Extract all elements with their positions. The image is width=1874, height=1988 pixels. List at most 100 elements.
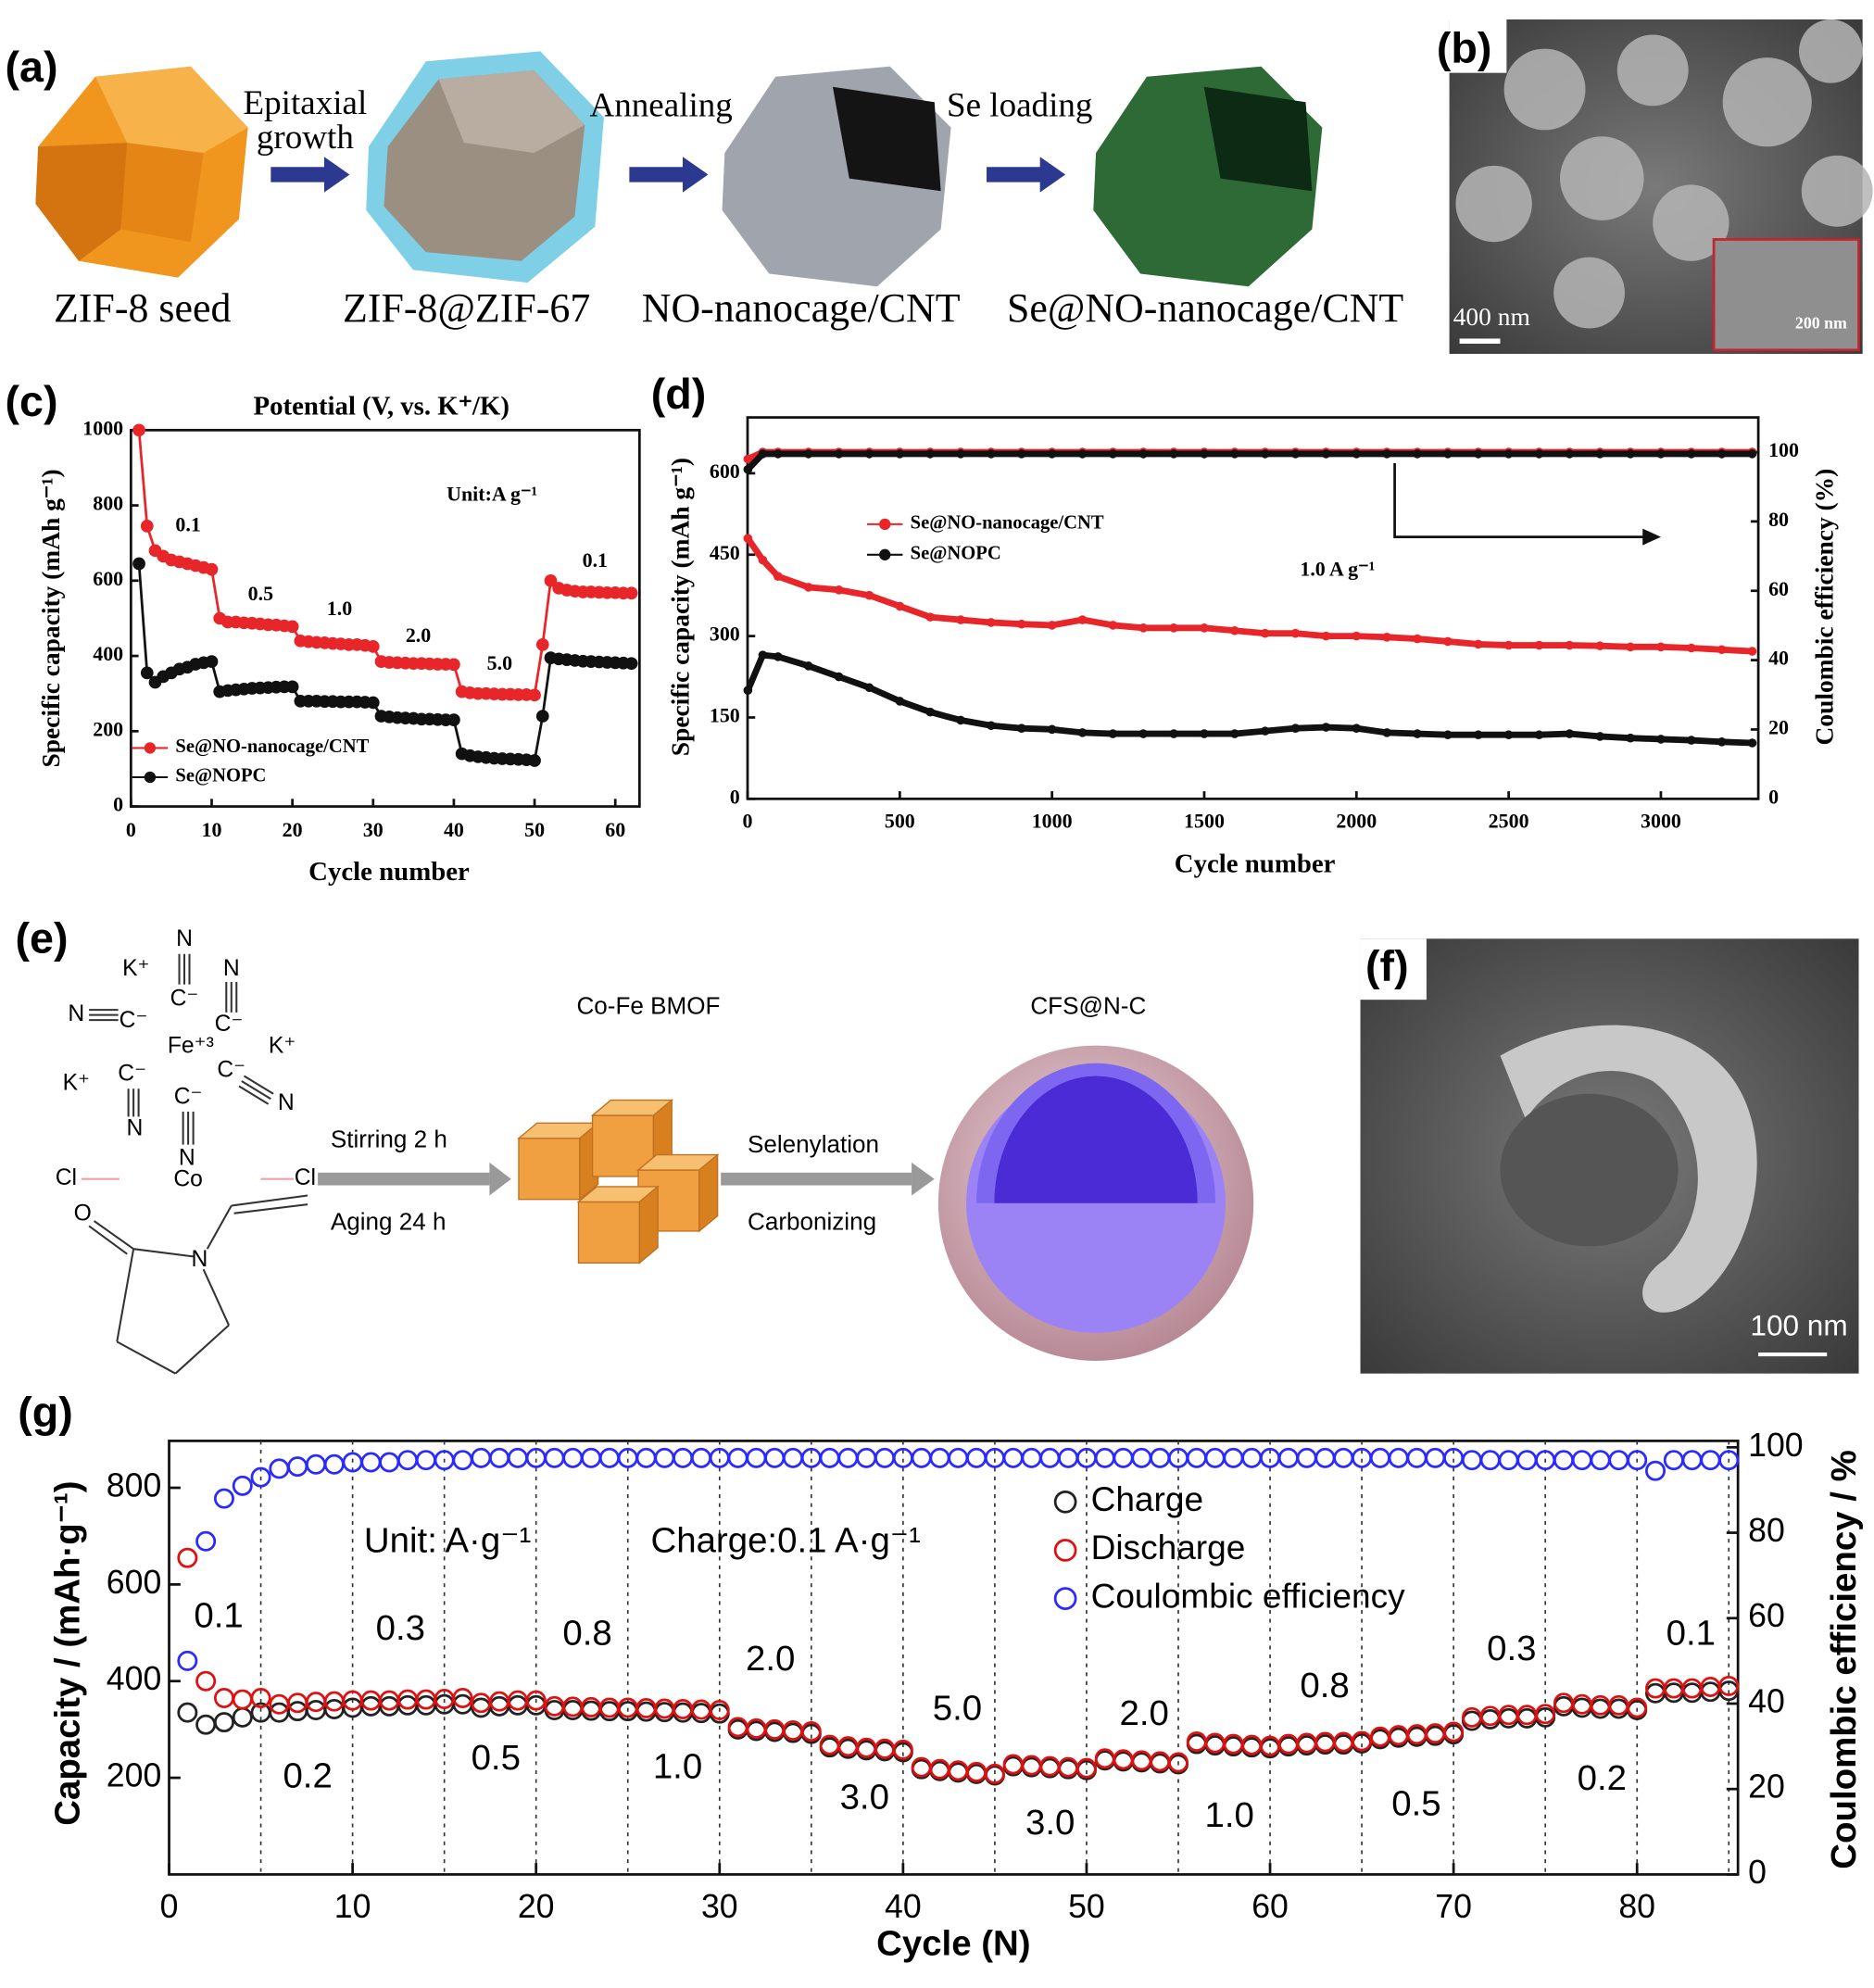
data-point [213,1712,234,1733]
atom-label: O [74,1202,92,1227]
x-axis-label: Cycle (N) [876,1923,1030,1963]
panel-e: (e) Stirring 2 h Aging 24 h Selenylation… [15,913,1254,1375]
data-point [1473,639,1483,649]
data-point [1186,1447,1207,1468]
y2-tick-label: 20 [1748,1768,1785,1806]
annotation: 1.0 [653,1747,702,1787]
data-point [892,1739,913,1760]
product-label: Co-Fe BMOF [576,991,720,1019]
atom-label: Cl [56,1165,77,1190]
data-point [1047,449,1057,459]
data-point [1565,729,1575,738]
data-point [1534,640,1544,650]
plot-frame [746,416,1760,800]
y2-tick-label: 20 [1768,715,1789,738]
annotation: 0.1 [194,1595,243,1635]
atom-label: Fe⁺³ [168,1033,214,1058]
y-tick-label: 600 [107,1564,162,1601]
x-tick-label: 0 [743,809,753,832]
x-tick-label: 1000 [1032,809,1073,832]
data-point [528,688,541,702]
data-point [1553,1450,1574,1471]
transition-label: Annealing [590,87,733,125]
data-point [1461,1450,1482,1471]
data-point [562,1447,584,1468]
data-point [1352,723,1362,733]
data-point [232,1706,253,1728]
data-point [1352,449,1362,459]
y2-tick-label: 0 [1748,1854,1767,1891]
data-point [1138,623,1149,633]
atom-label: K⁺ [122,956,150,981]
data-point [132,557,145,571]
y2-tick-label: 40 [1748,1682,1785,1719]
data-point [507,1447,528,1468]
atom-label: C⁻ [215,1012,244,1037]
x-tick-label: 40 [885,1888,922,1925]
data-point [177,1547,198,1568]
data-point [1595,732,1605,741]
atom-label: K⁺ [63,1070,91,1095]
data-point [758,555,768,565]
data-point [1039,1447,1061,1468]
data-point [366,696,380,710]
atom-label: N [278,1090,295,1115]
data-point [837,1447,859,1468]
data-point [1516,1450,1538,1471]
data-point [948,1447,969,1468]
cube [698,1153,719,1233]
data-point [1413,729,1422,738]
data-point [834,449,844,459]
x-tick-label: 2000 [1336,809,1377,832]
data-point [1169,449,1178,459]
data-point [1260,628,1270,638]
arrows [270,157,1066,193]
step-label: Stirring 2 h [331,1125,447,1152]
annotation: 5.0 [487,651,512,674]
panel-label: (d) [651,370,707,418]
panel-f: (f) 100 nm [1360,938,1859,1374]
data-point [1388,1447,1409,1468]
data-point [525,1690,547,1711]
data-point [624,657,638,671]
annotation: 0.1 [175,513,200,536]
data-point [397,1450,419,1471]
y2-tick-label: 80 [1748,1512,1785,1549]
data-point [673,1447,694,1468]
data-point [132,423,145,437]
y2-tick-label: 60 [1748,1597,1785,1634]
atom-label: C⁻ [119,1008,148,1033]
data-point [1321,631,1331,641]
panel-label: (f) [1365,942,1409,990]
annotation: 3.0 [840,1778,889,1818]
data-point [966,1447,987,1468]
data-point [1204,1447,1226,1468]
data-point [1687,449,1696,459]
data-point [1687,736,1696,745]
data-point [1479,1450,1501,1471]
legend-label: Discharge [1091,1528,1246,1566]
y-axis-label: Capacity / (mAh·g⁻¹) [48,1480,88,1825]
data-point [366,640,380,653]
step-label: Se@NO-nanocage/CNT [1007,286,1403,331]
legend-label: Charge [1091,1479,1204,1518]
step-label: ZIF-8 seed [54,286,231,331]
data-point [895,449,905,459]
annotation: 0.2 [283,1755,332,1795]
data-point [856,1447,877,1468]
data-point [1425,1447,1446,1468]
data-point [1571,1450,1592,1471]
data-point [727,1447,748,1468]
y2-tick-label: 80 [1768,508,1789,531]
annotation: 0.3 [1487,1629,1536,1668]
annotation: 1.0 A g⁻¹ [1300,558,1375,581]
data-point [1565,640,1575,650]
data-point [956,715,965,725]
panel-a: (a) Epitaxial growth Annealing Se loadin… [5,43,1403,331]
data-point [1321,723,1331,732]
data-point [895,697,905,706]
data-point [1498,1450,1519,1471]
zif8-seed [35,66,248,278]
data-point [489,1447,510,1468]
data-point [984,1763,1005,1784]
